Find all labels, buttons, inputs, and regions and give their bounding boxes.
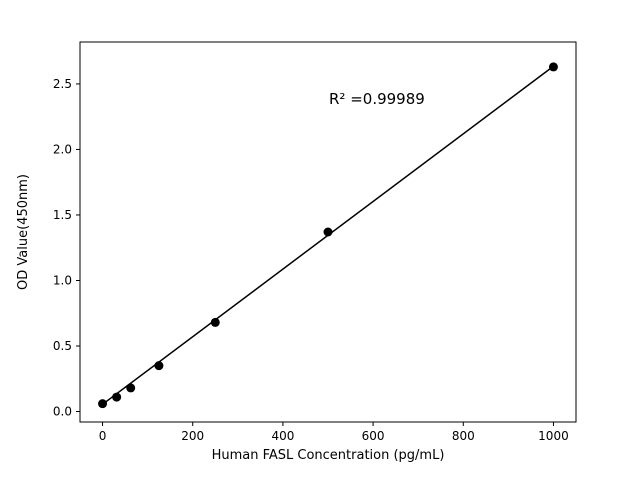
x-tick-label: 800 [452,429,475,443]
data-point [126,383,136,393]
x-tick-label: 0 [99,429,107,443]
x-tick-label: 200 [181,429,204,443]
y-axis-label: OD Value(450nm) [16,174,31,290]
y-tick-label: 2.5 [53,77,72,91]
x-tick-label: 1000 [538,429,569,443]
y-tick-label: 0.0 [53,405,72,419]
plot-area: 0 200 400 600 800 1000 0.0 0.5 1.0 1.5 2.0 2.5 [53,41,577,443]
data-point [98,399,108,409]
y-tick-label: 2.0 [53,142,72,156]
data-point [323,227,333,237]
y-tick-label: 1.5 [53,208,72,222]
data-point [154,361,164,371]
r-squared-annotation: R² =0.99989 [329,90,425,108]
data-point [112,392,122,402]
data-point [210,317,220,327]
data-point [548,62,558,72]
plot-frame [79,41,577,423]
y-tick-label: 0.5 [53,339,72,353]
x-axis-label: Human FASL Concentration (pg/mL) [212,448,445,463]
y-tick-label: 1.0 [53,273,72,287]
x-tick-label: 600 [362,429,385,443]
x-tick-label: 400 [271,429,294,443]
